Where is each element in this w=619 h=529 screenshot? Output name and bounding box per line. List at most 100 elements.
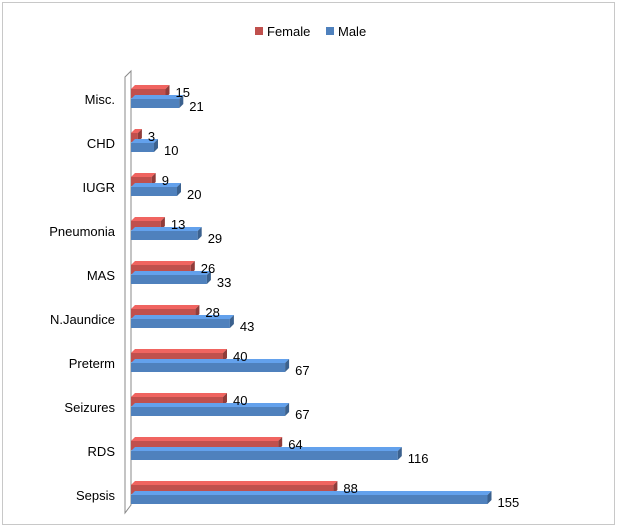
bar-female-iugr: [131, 173, 156, 186]
legend-swatch-male: [326, 27, 334, 35]
bar-male-pneumonia: [131, 227, 202, 240]
bar-female-rds: [131, 437, 283, 450]
bar-end-face: [223, 393, 227, 406]
bar-end-face: [285, 359, 290, 372]
bar-female-seizures: [131, 393, 227, 406]
bar-female-mas: [131, 261, 195, 274]
bar-top-face: [131, 349, 227, 353]
bar-end-face: [487, 491, 492, 504]
bar-top-face: [131, 217, 165, 221]
category-axis: [124, 69, 132, 515]
bar-front-face: [131, 143, 154, 152]
bar-top-face: [131, 447, 402, 451]
bar-male-misc: [131, 95, 184, 108]
bar-end-face: [165, 85, 170, 98]
bar-top-face: [131, 95, 184, 99]
tick-label-misc: Misc.: [85, 92, 115, 107]
bar-front-face: [131, 133, 138, 142]
bar-front-face: [131, 353, 223, 362]
data-label-female-misc: 15: [176, 85, 190, 100]
bar-end-face: [397, 447, 402, 460]
bar-top-face: [131, 129, 142, 133]
tick-label-seizures: Seizures: [64, 400, 115, 415]
bar-female-pneumonia: [131, 217, 165, 230]
legend-label-female: Female: [267, 24, 310, 39]
bar-male-sepsis: [131, 491, 492, 504]
bar-top-face: [131, 481, 338, 485]
bar-female-misc: [131, 85, 170, 98]
data-label-male-seizures: 67: [295, 407, 309, 422]
bar-front-face: [131, 221, 161, 230]
bar-end-face: [197, 227, 202, 240]
data-label-male-chd: 10: [164, 143, 178, 158]
tick-label-mas: MAS: [87, 268, 116, 283]
bar-front-face: [131, 441, 279, 450]
bar-front-face: [131, 275, 207, 284]
data-label-male-misc: 21: [189, 99, 203, 114]
tick-label-chd: CHD: [87, 136, 115, 151]
bar-front-face: [131, 319, 230, 328]
bar-front-face: [131, 231, 198, 240]
bar-male-mas: [131, 271, 211, 284]
bar-end-face: [285, 403, 290, 416]
bar-male-iugr: [131, 183, 181, 196]
bar-top-face: [131, 271, 211, 275]
bar-male-seizures: [131, 403, 290, 416]
tick-label-n-jaundice: N.Jaundice: [50, 312, 115, 327]
data-label-male-iugr: 20: [187, 187, 201, 202]
chart-frame: Female Male Misc. 15 21 CHD 3 10 IUGR 9 20 Pneumon…: [2, 2, 615, 525]
bar-end-face: [206, 271, 211, 284]
bar-end-face: [229, 315, 234, 328]
data-label-female-mas: 26: [201, 261, 215, 276]
bar-male-chd: [131, 139, 158, 152]
tick-label-rds: RDS: [88, 444, 116, 459]
bar-end-face: [137, 129, 142, 142]
bar-front-face: [131, 495, 488, 504]
bar-end-face: [151, 173, 156, 186]
data-label-female-pneumonia: 13: [171, 217, 185, 232]
data-label-female-seizures: 40: [233, 393, 247, 408]
bar-top-face: [131, 139, 158, 143]
bar-female-sepsis: [131, 481, 338, 494]
bar-front-face: [131, 407, 286, 416]
bar-top-face: [131, 315, 234, 319]
bar-top-face: [131, 393, 227, 397]
data-label-male-rds: 116: [408, 451, 429, 466]
bar-front-face: [131, 485, 334, 494]
data-label-male-n-jaundice: 43: [240, 319, 254, 334]
bar-top-face: [131, 261, 195, 265]
data-label-female-iugr: 9: [162, 173, 169, 188]
bar-end-face: [160, 217, 165, 230]
bar-male-rds: [131, 447, 402, 460]
bar-front-face: [131, 177, 152, 186]
bar-female-preterm: [131, 349, 227, 362]
data-label-female-n-jaundice: 28: [205, 305, 219, 320]
bar-top-face: [131, 403, 290, 407]
bar-end-face: [190, 261, 195, 274]
bar-top-face: [131, 173, 156, 177]
bar-female-chd: [131, 129, 142, 142]
bar-end-face: [278, 437, 283, 450]
bar-front-face: [131, 363, 286, 372]
bar-front-face: [131, 451, 398, 460]
legend: Female Male: [255, 24, 366, 39]
bar-end-face: [179, 95, 184, 108]
bar-top-face: [131, 183, 181, 187]
tick-label-iugr: IUGR: [83, 180, 116, 195]
data-label-male-preterm: 67: [295, 363, 309, 378]
bar-front-face: [131, 309, 196, 318]
bar-male-preterm: [131, 359, 290, 372]
bar-end-face: [195, 305, 200, 318]
bar-top-face: [131, 305, 200, 309]
bar-top-face: [131, 437, 283, 441]
legend-label-male: Male: [338, 24, 366, 39]
legend-swatch-female: [255, 27, 263, 35]
bar-top-face: [131, 359, 290, 363]
tick-label-sepsis: Sepsis: [76, 488, 116, 503]
data-label-male-mas: 33: [217, 275, 231, 290]
bar-front-face: [131, 397, 223, 406]
data-label-female-preterm: 40: [233, 349, 247, 364]
data-label-male-pneumonia: 29: [208, 231, 222, 246]
bar-top-face: [131, 85, 170, 89]
